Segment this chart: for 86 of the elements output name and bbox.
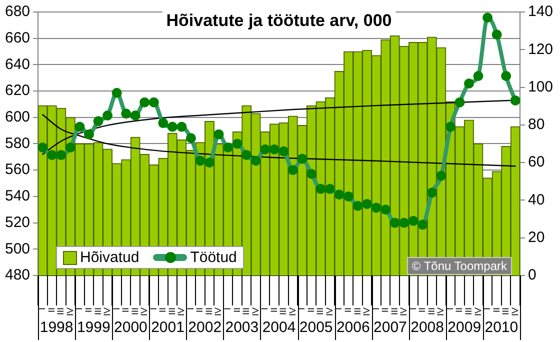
- x-tick-label: IV: [176, 307, 186, 316]
- x-tick-label: II: [380, 307, 390, 313]
- text: 2010: [484, 319, 518, 336]
- y2-tick-label: 0: [528, 266, 536, 284]
- text: 2006: [336, 319, 370, 336]
- x-tick-label: IV: [139, 307, 150, 316]
- x-tick-label: IV: [102, 307, 112, 316]
- x-tick-label: IV: [250, 307, 260, 316]
- y2-tick-label: 80: [528, 116, 545, 134]
- legend-label: Töötud: [190, 249, 237, 266]
- x-tick-label: III: [389, 307, 400, 316]
- x-tick-label: IV: [213, 307, 224, 316]
- text: 2009: [448, 319, 482, 336]
- text: 2002: [188, 319, 222, 336]
- text: 2005: [299, 319, 333, 336]
- y2-tick-label: 40: [528, 191, 545, 208]
- y-tick-label: 620: [4, 82, 30, 100]
- text: 2003: [225, 319, 259, 336]
- text: 2008: [410, 319, 444, 336]
- x-tick-label: II: [232, 307, 242, 313]
- x-tick-label: III: [352, 307, 362, 316]
- x-tick-label: I: [148, 307, 158, 310]
- y2-tick-label: 60: [528, 154, 545, 171]
- x-tick-label: IV: [64, 307, 75, 316]
- x-tick-label: I: [185, 307, 196, 310]
- y-tick-label: 500: [4, 240, 30, 258]
- text: 2004: [262, 319, 296, 336]
- x-tick-label: I: [408, 307, 418, 310]
- x-tick-label: III: [130, 307, 140, 316]
- y-tick-label: 660: [4, 29, 30, 46]
- x-tick-label: III: [463, 307, 474, 316]
- y-tick-label: 480: [4, 266, 30, 284]
- text: 1999: [76, 319, 110, 336]
- series-label: Hõivatud: [80, 249, 140, 266]
- y-tick-label: 640: [4, 56, 30, 73]
- text: 2007: [374, 319, 407, 336]
- x-tick-label: II: [454, 307, 464, 313]
- y2-tick-label: 20: [528, 228, 545, 246]
- x-tick-label: III: [56, 307, 66, 316]
- y-tick-label: 680: [4, 3, 30, 20]
- y2-tick-label: 140: [528, 3, 554, 20]
- x-tick-label: II: [342, 307, 353, 313]
- x-tick-label: III: [500, 307, 511, 316]
- x-tick-label: II: [120, 307, 131, 313]
- x-tick-label: III: [241, 307, 252, 316]
- x-tick-label: III: [315, 307, 326, 316]
- text: 2001: [151, 319, 184, 336]
- y-tick-label: 580: [4, 134, 30, 152]
- x-tick-label: I: [222, 307, 233, 310]
- x-tick-label: IV: [472, 307, 483, 316]
- x-tick-label: III: [204, 307, 214, 316]
- x-tick-label: IV: [287, 307, 298, 316]
- y-tick-label: 540: [4, 188, 30, 205]
- x-tick-label: IV: [362, 307, 372, 316]
- x-tick-label: II: [417, 307, 428, 313]
- x-tick-label: II: [306, 307, 316, 313]
- x-tick-label: IV: [324, 307, 334, 316]
- y-tick-label: 600: [4, 108, 30, 126]
- y-tick-label: 560: [4, 161, 30, 178]
- x-tick-label: IV: [510, 307, 520, 316]
- y-tick-label: 520: [4, 214, 30, 231]
- y2-tick-label: 120: [528, 40, 554, 58]
- x-tick-label: I: [482, 307, 492, 310]
- x-tick-label: III: [278, 307, 288, 316]
- y2-tick-label: 100: [528, 78, 554, 96]
- x-tick-label: I: [111, 307, 122, 310]
- x-tick-label: I: [74, 307, 84, 310]
- x-tick-label: II: [268, 307, 279, 313]
- x-tick-label: II: [491, 307, 502, 313]
- text: 1998: [40, 319, 74, 336]
- x-tick-label: II: [83, 307, 94, 313]
- annotation: © Tõnu Toompark: [406, 257, 512, 275]
- x-tick-label: IV: [436, 307, 446, 316]
- x-tick-label: III: [166, 307, 177, 316]
- x-tick-label: I: [260, 307, 270, 310]
- x-tick-label: I: [37, 307, 48, 310]
- x-tick-label: II: [46, 307, 56, 313]
- x-tick-label: I: [444, 307, 455, 310]
- chart-title: Hõivatute ja töötute arv, 000: [166, 11, 392, 30]
- x-tick-label: III: [426, 307, 436, 316]
- text: 2000: [114, 319, 148, 336]
- x-tick-label: I: [370, 307, 381, 310]
- x-tick-label: II: [158, 307, 168, 313]
- x-tick-label: II: [194, 307, 205, 313]
- x-tick-label: IV: [398, 307, 409, 316]
- x-tick-label: III: [92, 307, 103, 316]
